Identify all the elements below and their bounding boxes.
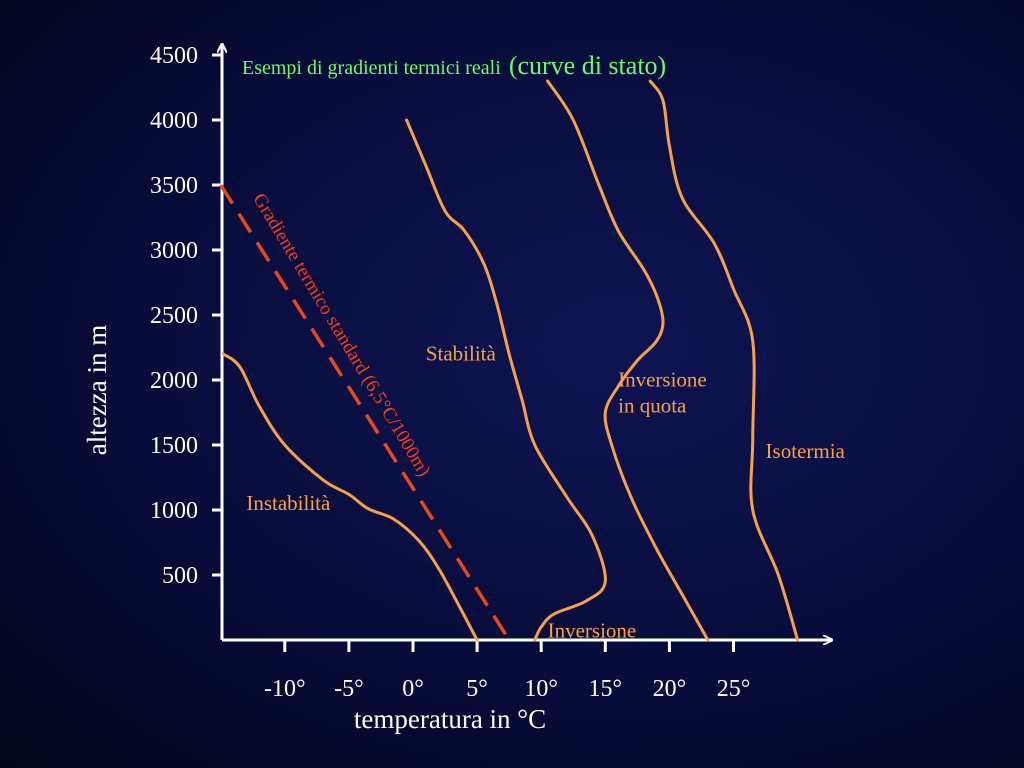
y-tick-label: 4500 (150, 43, 198, 69)
chart-title-paren: (curve di stato) (509, 51, 666, 80)
y-tick-label: 1000 (150, 498, 198, 524)
y-tick-label: 3500 (150, 173, 198, 199)
y-tick-label: 3000 (150, 238, 198, 264)
x-tick-label: 5° (466, 676, 488, 702)
y-tick-label: 1500 (150, 433, 198, 459)
y-tick-label: 2500 (150, 303, 198, 329)
annotations: Instabilità Stabilità Inversione Inversione… (246, 190, 845, 643)
x-tick-label: 20° (653, 676, 687, 702)
y-ticks: 4500 4000 3500 3000 2500 2000 1500 1000 500 (150, 43, 222, 589)
x-tick-label: -10° (264, 676, 306, 702)
y-tick-label: 500 (162, 563, 198, 589)
x-tick-label: -5° (334, 676, 364, 702)
chart-title: Esempi di gradienti termici reali (curve … (242, 51, 666, 80)
series-line-3 (546, 79, 710, 642)
curve-label: Inversione (618, 368, 707, 392)
x-tick-label: 0° (402, 676, 424, 702)
x-tick-label: 15° (588, 676, 622, 702)
chart-title-main: Esempi di gradienti termici reali (242, 57, 501, 79)
curve-label: Instabilità (246, 491, 331, 515)
x-tick-label: 25° (717, 676, 751, 702)
standard-gradient-label: Gradiente termico standard (6,5°C/1000m) (248, 190, 434, 481)
series-line-0 (221, 352, 479, 642)
curve-label: Inversione (548, 618, 637, 642)
curve-label: Isotermia (766, 439, 846, 463)
axes (222, 44, 832, 640)
x-ticks: -10° -5° 0° 5° 10° 15° 20° 25° (264, 640, 750, 702)
y-axis-title: altezza in m (82, 325, 112, 455)
y-tick-label: 4000 (150, 108, 198, 134)
curve-label: in quota (618, 394, 687, 418)
x-axis-title: temperatura in °C (354, 704, 546, 734)
y-tick-label: 2000 (150, 368, 198, 394)
x-tick-label: 10° (524, 676, 558, 702)
series-group (219, 79, 800, 642)
series-line-4 (648, 79, 800, 642)
curve-label: Stabilità (426, 342, 497, 366)
series-line-1 (219, 184, 511, 641)
series-line-2 (405, 118, 607, 642)
